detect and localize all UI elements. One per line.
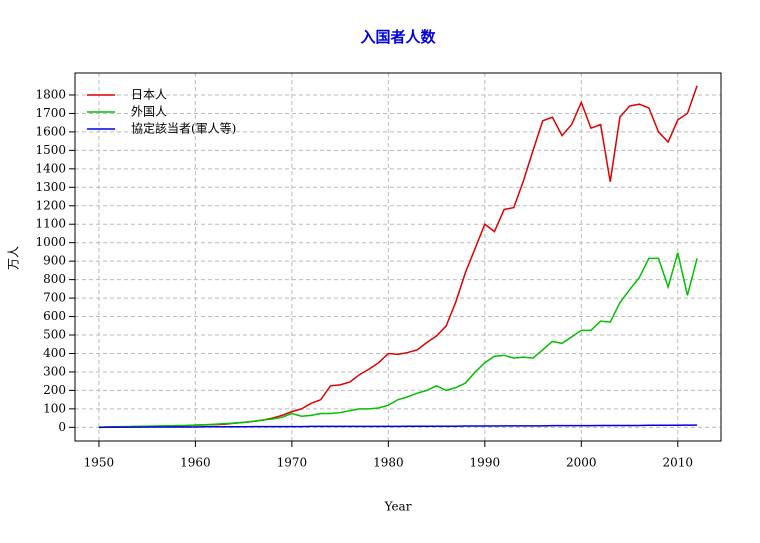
legend-label: 協定該当者(軍人等)	[131, 121, 236, 136]
y-tick-label: 800	[43, 272, 66, 286]
y-tick-label: 1400	[35, 161, 66, 175]
chart-title: 入国者人数	[360, 28, 436, 46]
x-axis-label: Year	[384, 500, 412, 514]
y-tick-label: 1200	[35, 198, 66, 212]
x-tick-label: 2010	[663, 456, 694, 470]
x-tick-label: 1990	[470, 456, 501, 470]
y-tick-label: 300	[43, 364, 66, 378]
y-tick-label: 900	[43, 254, 66, 268]
x-tick-label: 1950	[84, 456, 115, 470]
plot-frame	[74, 72, 722, 442]
y-tick-label: 1700	[35, 106, 66, 120]
y-tick-label: 1000	[35, 235, 66, 249]
series-line	[98, 424, 698, 429]
y-tick-label: 1600	[35, 124, 66, 138]
y-tick-label: 1500	[35, 143, 66, 157]
y-tick-label: 1300	[35, 180, 66, 194]
y-tick-label: 0	[58, 420, 66, 434]
y-tick-label: 200	[43, 383, 66, 397]
series-line	[98, 85, 698, 429]
x-tick-label: 2000	[566, 456, 597, 470]
x-tick-label: 1980	[373, 456, 404, 470]
x-tick-label: 1960	[180, 456, 211, 470]
y-tick-label: 1100	[35, 217, 66, 231]
y-tick-label: 500	[43, 328, 66, 342]
legend-label: 日本人	[131, 88, 167, 102]
y-tick-label: 600	[43, 309, 66, 323]
x-tick-label: 1970	[277, 456, 308, 470]
y-axis-label: 万人	[7, 246, 21, 270]
series-line	[98, 252, 698, 428]
y-tick-label: 700	[43, 291, 66, 305]
y-tick-label: 400	[43, 346, 66, 360]
legend-label: 外国人	[131, 105, 167, 119]
y-tick-label: 1800	[35, 87, 66, 101]
y-tick-label: 100	[43, 401, 66, 415]
